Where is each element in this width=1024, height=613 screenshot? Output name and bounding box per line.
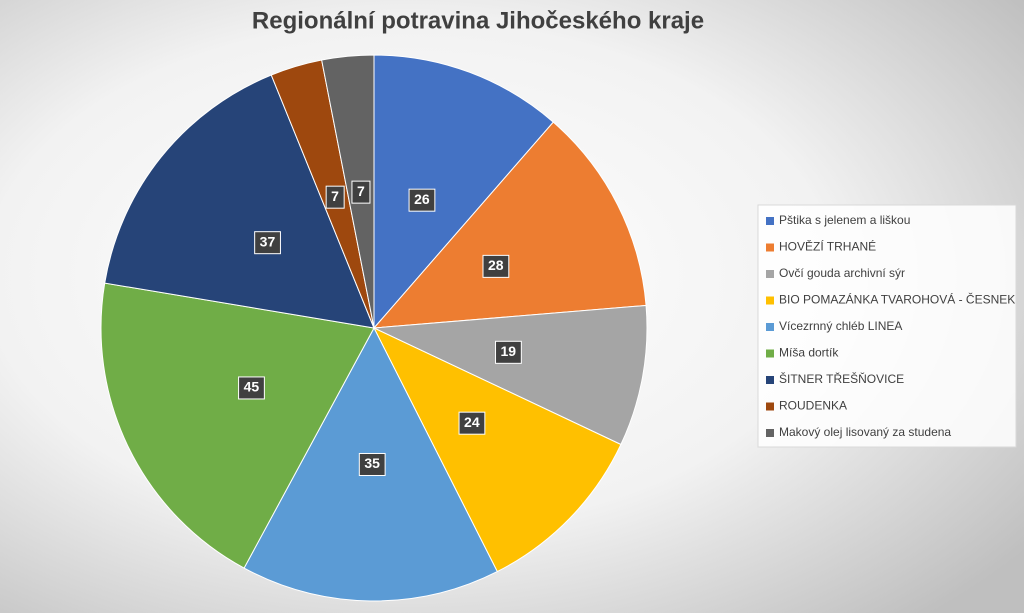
legend-swatch	[766, 323, 774, 331]
legend-swatch	[766, 349, 774, 358]
data-label: 7	[331, 188, 339, 204]
data-label-box	[408, 188, 436, 212]
legend-label: ŠITNER TŘEŠŇOVICE	[779, 371, 904, 386]
data-label-box	[238, 376, 265, 400]
legend-swatch	[766, 270, 774, 278]
legend-label: Vícezrnný chléb LINEA	[779, 319, 902, 333]
legend-label: Pštika s jelenem a liškou	[779, 213, 910, 227]
legend-swatch	[766, 243, 774, 252]
data-label-box	[358, 452, 386, 476]
pie-slice	[372, 304, 648, 446]
data-label-box	[482, 254, 510, 278]
legend-swatch	[766, 296, 774, 305]
legend-label: HOVĚZÍ TRHANÉ	[779, 239, 876, 254]
data-label: 28	[488, 257, 504, 273]
data-label: 7	[357, 183, 365, 199]
legend-box	[757, 204, 1017, 448]
legend-label: Míša dortík	[779, 346, 839, 360]
chart-title: Regionální potravina Jihočeského kraje	[252, 7, 704, 34]
legend-label: BIO POMAZÁNKA TVAROHOVÁ - ČESNEK	[779, 292, 1015, 307]
data-label: 24	[464, 414, 480, 430]
legend-swatch	[766, 217, 774, 225]
data-label: 45	[244, 379, 260, 395]
data-label-box	[351, 180, 371, 204]
pie-slice	[100, 282, 375, 569]
legend-label: ROUDENKA	[779, 399, 847, 413]
data-label: 26	[414, 191, 430, 207]
pie-slice	[372, 121, 647, 329]
pie-slice	[372, 326, 622, 573]
pie-slice	[104, 74, 375, 329]
data-label-box	[495, 340, 522, 364]
data-label-box	[254, 231, 281, 255]
legend-swatch	[766, 429, 774, 437]
data-label: 35	[364, 455, 380, 471]
data-label-box	[458, 411, 486, 435]
data-label: 19	[501, 343, 517, 359]
pie-slice	[321, 54, 375, 329]
legend-label: Ovčí gouda archivní sýr	[779, 266, 905, 280]
pie-slice	[373, 54, 554, 330]
data-label-box	[325, 185, 345, 209]
legend-swatch	[766, 376, 774, 384]
legend-label: Makový olej lisovaný za studena	[779, 425, 951, 439]
legend-swatch	[766, 402, 774, 411]
data-label: 37	[260, 233, 276, 249]
